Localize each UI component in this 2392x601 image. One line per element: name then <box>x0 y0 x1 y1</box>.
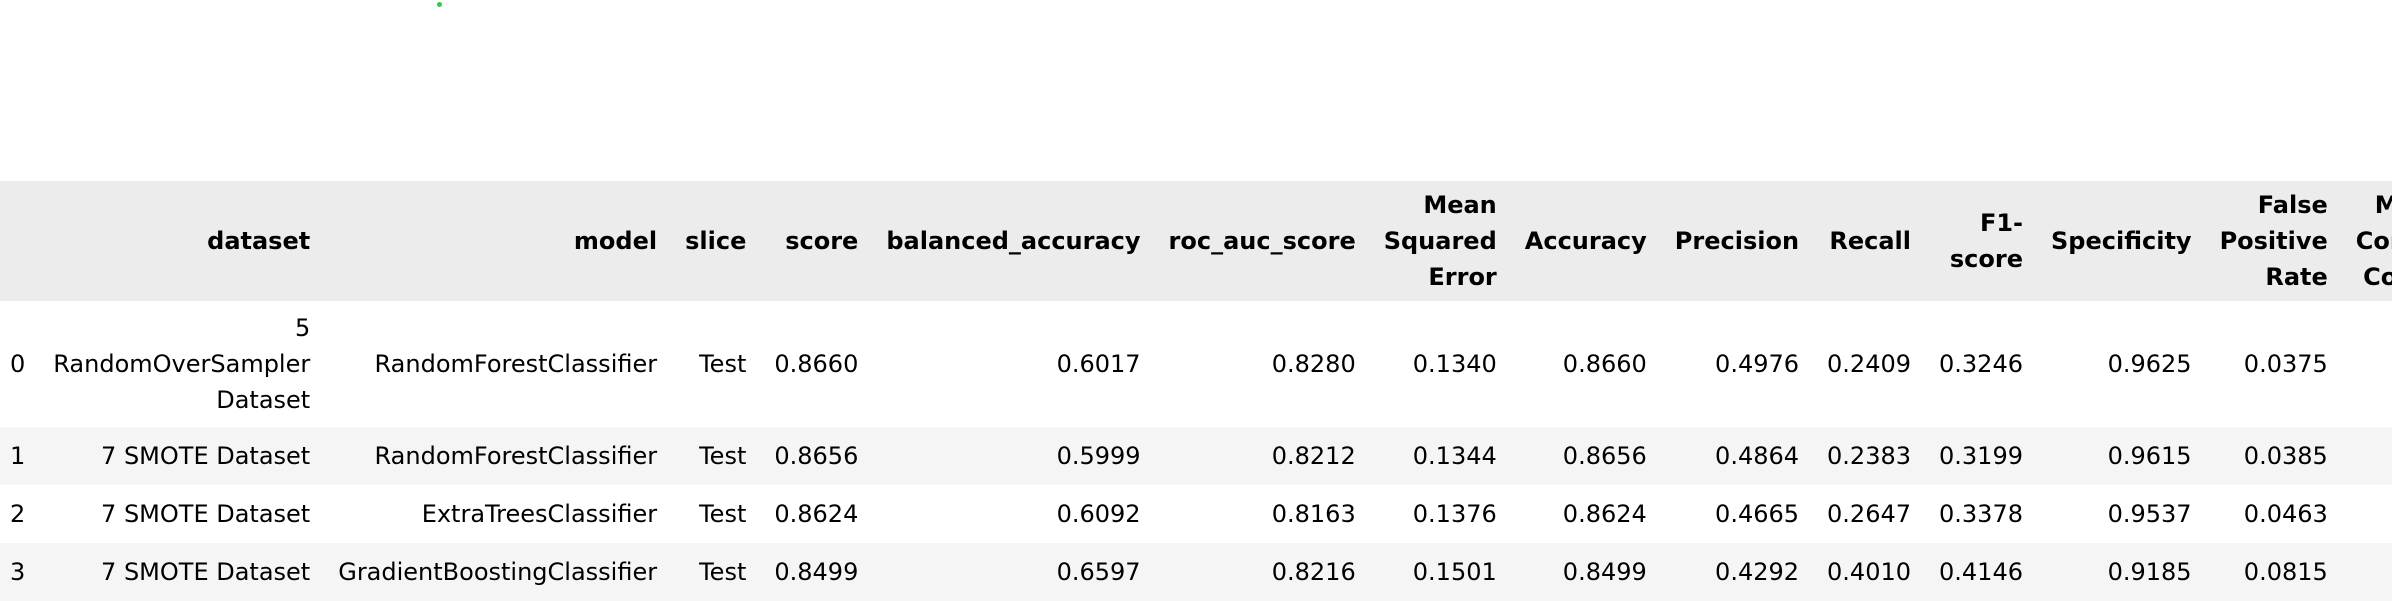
cell-precision: 0.4864 <box>1715 442 1800 470</box>
cell-recall: 0.2383 <box>1827 442 1912 470</box>
cell-specificity: 0.9625 <box>2107 350 2192 378</box>
cell-precision: 0.4976 <box>1715 350 1800 378</box>
cell-accuracy: 0.8624 <box>1562 500 1647 528</box>
column-header-roc-auc-score: roc_auc_score <box>1168 227 1356 255</box>
output-indicator-dot <box>437 2 442 7</box>
table-header-row: dataset model slice score balanced_accur… <box>0 181 2392 301</box>
cell-recall: 0.2647 <box>1827 500 1912 528</box>
column-header-slice: slice <box>685 227 747 255</box>
table-row: 2 7 SMOTE Dataset ExtraTreesClassifier T… <box>0 485 2392 543</box>
results-table: dataset model slice score balanced_accur… <box>0 181 2392 601</box>
cell-dataset: 7 SMOTE Dataset <box>101 442 311 470</box>
cell-balanced-accuracy: 0.5999 <box>1056 442 1141 470</box>
cell-matthews-correlation-coefficient: 0.2813 <box>2342 301 2392 427</box>
column-header-false-positive-rate: False Positive Rate <box>2219 191 2328 291</box>
table-row: 0 5 RandomOverSampler Dataset RandomFore… <box>0 301 2392 427</box>
table-row: 1 7 SMOTE Dataset RandomForestClassifier… <box>0 427 2392 485</box>
column-header-mean-squared-error: Mean Squared Error <box>1383 191 1497 291</box>
column-header-balanced-accuracy: balanced_accuracy <box>886 227 1141 255</box>
column-header-index <box>0 181 39 301</box>
cell-accuracy: 0.8656 <box>1562 442 1647 470</box>
column-header-precision: Precision <box>1674 227 1800 255</box>
cell-f1-score: 0.3378 <box>1939 500 2023 528</box>
cell-slice: Test <box>699 500 747 528</box>
cell-dataset: 5 RandomOverSampler Dataset <box>53 314 311 414</box>
column-header-dataset: dataset <box>207 227 311 255</box>
cell-model: RandomForestClassifier <box>374 350 658 378</box>
cell-specificity: 0.9537 <box>2107 500 2192 528</box>
cell-balanced-accuracy: 0.6017 <box>1056 350 1141 378</box>
cell-precision: 0.4665 <box>1715 500 1800 528</box>
cell-matthews-correlation-coefficient: 0.2809 <box>2342 485 2392 543</box>
cell-false-positive-rate: 0.0375 <box>2243 350 2328 378</box>
cell-specificity: 0.9615 <box>2107 442 2192 470</box>
cell-false-positive-rate: 0.0385 <box>2243 442 2328 470</box>
cell-score: 0.8624 <box>774 500 859 528</box>
cell-false-positive-rate: 0.0463 <box>2243 500 2328 528</box>
cell-f1-score: 0.3199 <box>1939 442 2023 470</box>
column-header-accuracy: Accuracy <box>1524 227 1647 255</box>
cell-score: 0.8660 <box>774 350 859 378</box>
row-index: 2 <box>10 500 26 528</box>
cell-dataset: 7 SMOTE Dataset <box>101 500 311 528</box>
cell-slice: Test <box>699 442 747 470</box>
cell-mean-squared-error: 0.1340 <box>1412 350 1497 378</box>
row-index: 1 <box>10 442 26 470</box>
cell-slice: Test <box>699 350 747 378</box>
cell-recall: 0.2409 <box>1827 350 1912 378</box>
cell-roc-auc-score: 0.8163 <box>1271 500 1356 528</box>
cell-mean-squared-error: 0.1376 <box>1412 500 1497 528</box>
cell-mean-squared-error: 0.1344 <box>1412 442 1497 470</box>
cell-model: ExtraTreesClassifier <box>421 500 658 528</box>
column-header-recall: Recall <box>1829 227 1912 255</box>
cell-balanced-accuracy: 0.6092 <box>1056 500 1141 528</box>
cell-roc-auc-score: 0.8280 <box>1271 350 1356 378</box>
cell-model: RandomForestClassifier <box>374 442 658 470</box>
column-header-specificity: Specificity <box>2051 227 2192 255</box>
column-header-model: model <box>573 227 658 255</box>
row-index: 0 <box>10 350 26 378</box>
column-header-f1-score: F1-score <box>1949 209 2023 273</box>
cell-score: 0.8656 <box>774 442 859 470</box>
column-header-score: score <box>785 227 859 255</box>
cell-matthews-correlation-coefficient: 0.2750 <box>2342 427 2392 485</box>
column-header-matthews-correlation-coefficient: Matthews Correlation Coefficient <box>2355 191 2392 291</box>
cell-accuracy: 0.8660 <box>1562 350 1647 378</box>
cell-f1-score: 0.3246 <box>1939 350 2023 378</box>
cell-roc-auc-score: 0.8212 <box>1271 442 1356 470</box>
